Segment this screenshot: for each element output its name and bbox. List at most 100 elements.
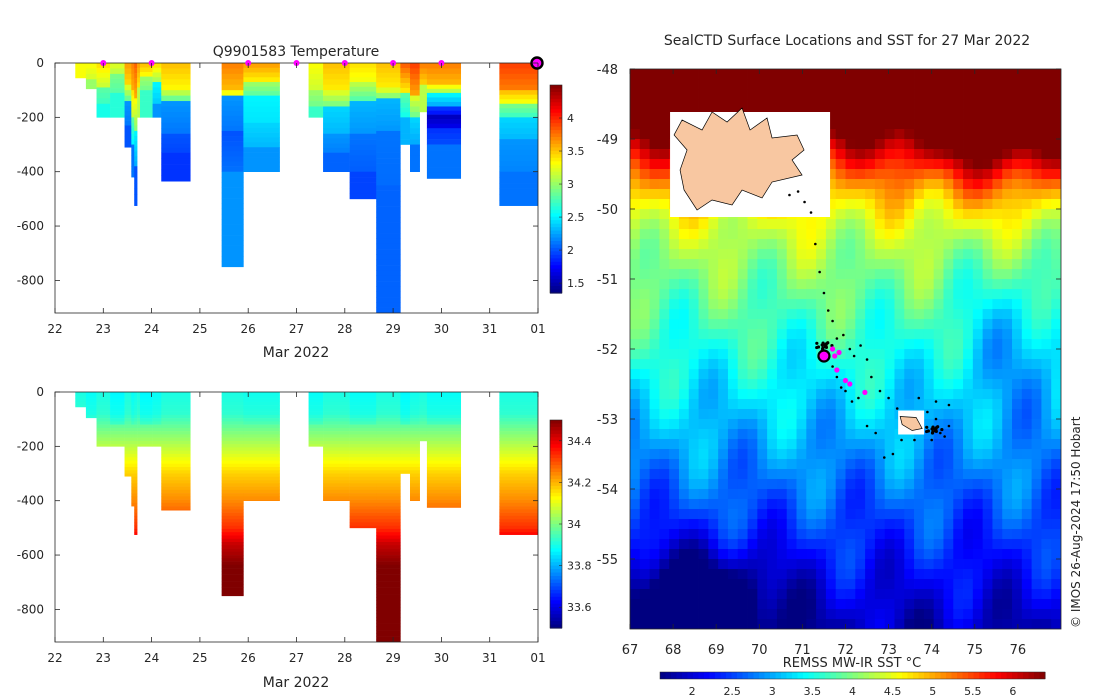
- sst-cell: [639, 569, 650, 580]
- sst-cell: [1051, 109, 1061, 120]
- salinity-cell: [376, 587, 401, 592]
- sst-cell: [718, 69, 729, 80]
- sst-cell: [963, 419, 974, 430]
- sst-cell: [1041, 619, 1052, 629]
- salinity-cell: [134, 528, 138, 533]
- track-point: [848, 347, 852, 351]
- sst-cell: [835, 439, 846, 450]
- sst-cell: [884, 239, 895, 250]
- sst-colorbar-cell: [676, 672, 683, 679]
- salinity-cell: [323, 447, 350, 451]
- sst-cell: [825, 169, 837, 180]
- sst-cell: [659, 349, 670, 360]
- salinity-cell: [161, 431, 191, 435]
- sst-cell: [786, 89, 797, 100]
- salinity-cell: [161, 453, 191, 458]
- sst-cell: [992, 619, 1003, 629]
- sst-cell: [884, 609, 895, 620]
- salinity-cell: [499, 496, 538, 500]
- salinity-cell: [400, 408, 411, 412]
- sst-cell: [767, 439, 778, 450]
- temperature-cell: [376, 158, 401, 164]
- sst-cell: [972, 379, 984, 390]
- sst-cell: [874, 449, 886, 460]
- salinity-cell: [243, 450, 280, 455]
- salinity-cell: [323, 398, 350, 403]
- sst-cell: [737, 469, 748, 480]
- sst-cell: [855, 469, 866, 480]
- x-tick-label: 30: [434, 322, 449, 336]
- salinity-cell: [376, 639, 401, 642]
- sst-cell: [1031, 229, 1042, 240]
- sst-cell: [933, 299, 944, 310]
- sst-cell: [659, 539, 670, 550]
- sst-cell: [1051, 269, 1061, 280]
- sst-cell: [806, 459, 817, 470]
- sst-cell: [825, 319, 837, 330]
- sst-colorbar-cell: [880, 672, 886, 679]
- sst-cell: [747, 579, 758, 590]
- sst-cell: [825, 349, 837, 360]
- sst-colorbar-cell: [918, 672, 925, 679]
- temperature-cell: [243, 147, 280, 153]
- salinity-cell: [376, 506, 401, 510]
- sst-cell: [698, 239, 709, 250]
- sst-cell: [1012, 239, 1023, 250]
- salinity-cell: [221, 453, 244, 458]
- sst-cell: [757, 509, 768, 520]
- sst-cell: [904, 329, 915, 340]
- sst-cell: [1002, 109, 1013, 120]
- sst-cell: [874, 339, 886, 350]
- sst-cell: [982, 279, 993, 290]
- sst-cell: [796, 389, 807, 400]
- sst-cell: [698, 229, 709, 240]
- sst-cell: [1051, 219, 1061, 230]
- temperature-cell: [134, 156, 138, 162]
- salinity-cell: [323, 421, 350, 425]
- temperature-cell: [131, 155, 135, 162]
- sst-cell: [816, 439, 827, 450]
- sst-cell: [1031, 189, 1042, 200]
- salinity-cell: [131, 470, 135, 474]
- sst-cell: [806, 339, 817, 350]
- sst-cell: [659, 459, 670, 470]
- salinity-cell: [410, 496, 420, 500]
- salinity-cell: [110, 405, 125, 409]
- sst-cell: [737, 279, 748, 290]
- sst-cell: [933, 399, 944, 410]
- temperature-cell: [75, 63, 87, 69]
- temperature-cell: [349, 182, 377, 189]
- sst-cell: [1041, 449, 1052, 460]
- sst-cell: [1012, 139, 1023, 150]
- sst-cell: [718, 619, 729, 629]
- sst-cell: [718, 489, 729, 500]
- sst-cell: [1051, 559, 1061, 570]
- sst-cell: [1051, 449, 1061, 460]
- sst-cell: [688, 519, 699, 530]
- temperature-cell: [349, 72, 377, 78]
- sst-cell: [639, 479, 650, 490]
- sst-cell: [992, 499, 1003, 510]
- salinity-cell: [137, 418, 141, 422]
- sst-cell: [796, 359, 807, 370]
- sst-cell: [982, 99, 993, 110]
- salinity-cell: [221, 551, 244, 556]
- sst-cell: [776, 599, 788, 610]
- salinity-cell: [499, 444, 538, 448]
- temperature-cell: [376, 103, 401, 110]
- sst-cell: [659, 109, 670, 120]
- salinity-cell: [499, 506, 538, 510]
- sst-cell: [963, 319, 974, 330]
- sst-cell: [1051, 399, 1061, 410]
- sst-cell: [718, 219, 729, 230]
- salinity-cell: [410, 480, 420, 484]
- salinity-cell: [349, 463, 377, 468]
- sst-cell: [786, 79, 797, 90]
- salinity-cell: [410, 493, 420, 497]
- sst-cell: [884, 429, 895, 440]
- sst-cell: [972, 279, 984, 290]
- sst-cell: [1021, 309, 1033, 320]
- sst-cell: [884, 169, 895, 180]
- sst-cell: [708, 529, 719, 540]
- sst-cell: [933, 379, 944, 390]
